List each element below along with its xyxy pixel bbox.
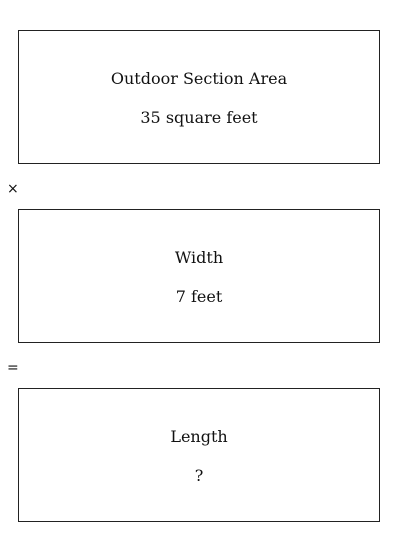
- width-box: Width 7 feet: [18, 209, 380, 343]
- multiply-operator: ×: [7, 181, 19, 197]
- area-label: Outdoor Section Area: [110, 69, 288, 88]
- equals-operator: =: [7, 360, 19, 376]
- length-label: Length: [170, 427, 228, 446]
- length-value: ?: [194, 466, 204, 485]
- width-label: Width: [174, 248, 224, 267]
- width-value: 7 feet: [175, 287, 223, 306]
- area-box: Outdoor Section Area 35 square feet: [18, 30, 380, 164]
- area-value: 35 square feet: [140, 108, 258, 127]
- length-box: Length ?: [18, 388, 380, 522]
